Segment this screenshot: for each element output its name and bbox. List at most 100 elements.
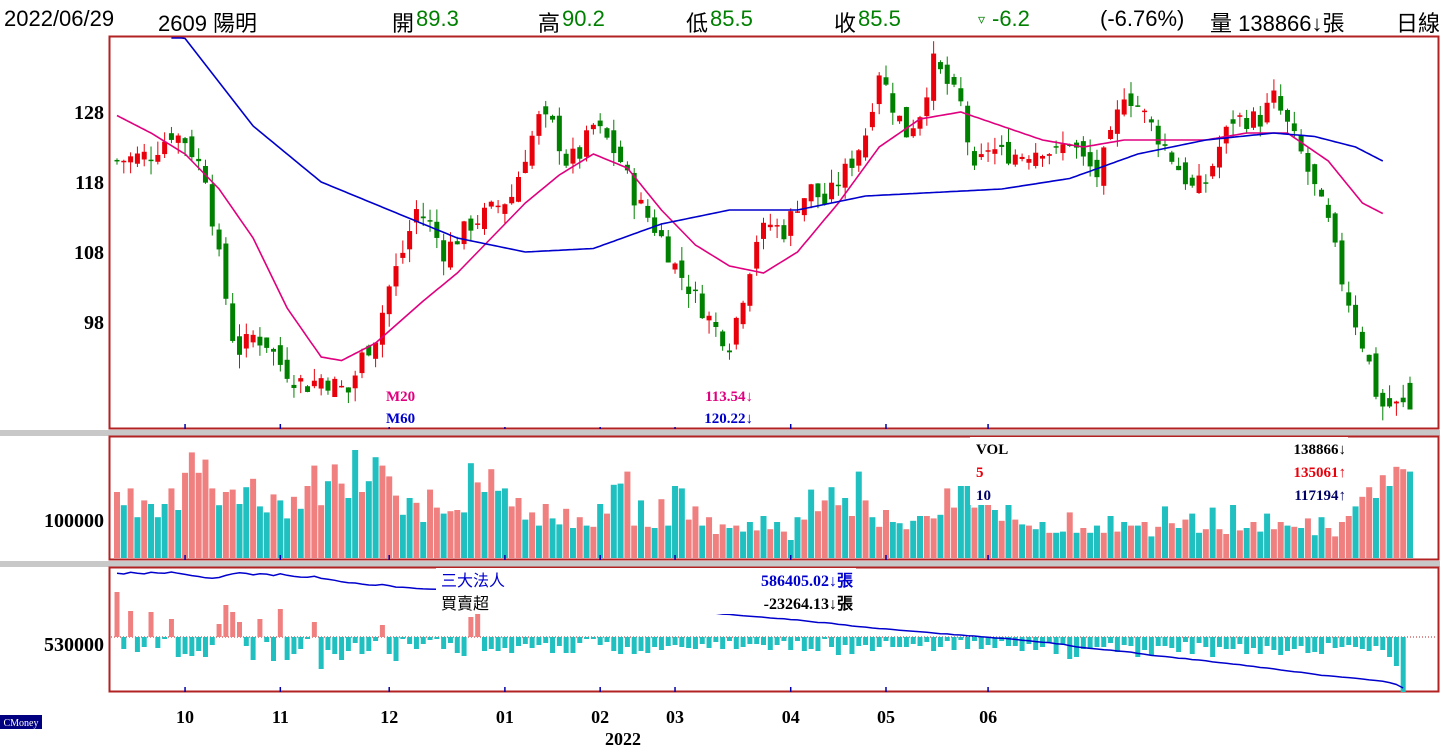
inst-bar	[720, 637, 726, 649]
candle-body	[1407, 382, 1413, 410]
candle-body	[1305, 153, 1311, 172]
change-value: -6.2	[992, 6, 1030, 31]
volume-bar	[978, 504, 985, 558]
inst-bar	[1067, 637, 1073, 659]
inst-bar	[971, 637, 977, 641]
volume-bar	[168, 488, 175, 558]
candle-body	[1380, 392, 1386, 407]
candle-body	[162, 141, 168, 155]
inst-bar	[339, 637, 345, 660]
ma10-label: 10	[976, 488, 991, 504]
inst-bar	[121, 637, 127, 649]
volume-bar	[971, 507, 978, 558]
inst-bar	[822, 637, 828, 639]
high-label: 高	[538, 11, 561, 36]
inst-bar	[1182, 637, 1188, 642]
volume-bar	[1311, 535, 1318, 558]
candle-body	[148, 159, 154, 162]
candle-body	[679, 260, 685, 278]
volume-bar	[488, 469, 495, 558]
candle-body	[1400, 397, 1406, 403]
inst-bar	[1373, 637, 1379, 646]
candle-body	[271, 348, 277, 352]
volume-bar	[1080, 528, 1087, 558]
inst-bar	[379, 625, 385, 637]
price-tick-128: 128	[74, 102, 104, 124]
candle-body	[910, 128, 916, 137]
inst-bar	[965, 637, 971, 649]
inst-panel-frame	[108, 566, 1440, 693]
volume-bar	[1182, 519, 1189, 558]
inst-bar	[543, 637, 549, 643]
candle-body	[284, 359, 290, 379]
candle-body	[1223, 126, 1229, 144]
volume-bar	[311, 465, 318, 558]
volume-bar	[1114, 531, 1121, 558]
volume-bar	[631, 525, 638, 558]
volume-bar	[161, 504, 168, 558]
volume-bar	[1345, 516, 1352, 558]
inst-bar	[1176, 637, 1182, 652]
candle-body	[618, 146, 624, 163]
candle-body	[869, 111, 875, 128]
candle-body	[420, 216, 426, 219]
candle-body	[1291, 123, 1297, 132]
volume-bar	[726, 528, 733, 558]
candle-body	[692, 289, 698, 292]
inst-bar	[604, 637, 610, 642]
inst-bar	[1387, 637, 1393, 657]
volume-bar	[188, 452, 195, 558]
candle-body	[1285, 109, 1291, 122]
inst-bar	[373, 637, 379, 641]
inst-bar	[645, 637, 651, 653]
candle-body	[305, 386, 311, 392]
candle-body	[141, 151, 147, 160]
candle-body	[1230, 119, 1236, 124]
inst-bar	[1285, 637, 1291, 651]
volume-bar	[706, 517, 713, 558]
x-tick-label-03: 03	[666, 707, 684, 727]
volume-bar	[774, 522, 781, 558]
inst-bar	[658, 637, 664, 650]
volume-bar	[1223, 534, 1230, 558]
volume-bar	[1332, 536, 1339, 558]
ma5-label: 5	[976, 465, 984, 481]
candle-body	[563, 153, 569, 166]
inst-bar	[141, 637, 147, 647]
volume-bar	[216, 505, 223, 558]
inst-bar	[468, 617, 474, 637]
inst-bar	[740, 637, 746, 647]
candle-body	[958, 88, 964, 102]
candle-body	[230, 303, 236, 341]
volume-bar	[957, 486, 964, 558]
candle-body	[536, 114, 542, 136]
cmoney-watermark: CMoney	[4, 718, 39, 729]
volume-bar	[1175, 528, 1182, 558]
candle-body	[706, 315, 712, 321]
volume-bar	[290, 496, 297, 558]
inst-bar	[611, 637, 617, 651]
candle-body	[495, 205, 501, 208]
inst-bar	[781, 637, 787, 641]
candle-body	[924, 97, 930, 117]
volume-bar	[1284, 525, 1291, 558]
x-tick-label-02: 02	[591, 707, 609, 727]
x-tick-label-04: 04	[782, 707, 800, 727]
candle-body	[829, 182, 835, 200]
inst-bar	[1060, 637, 1066, 644]
volume-bar	[114, 492, 120, 558]
inst-bar	[413, 637, 419, 649]
candle-body	[863, 135, 869, 158]
inst-bar	[427, 637, 433, 640]
inst-bar	[475, 607, 481, 637]
candle-body	[1237, 115, 1243, 117]
volume-bar	[1243, 528, 1250, 558]
volume-bar	[1093, 525, 1100, 558]
volume-bar	[651, 528, 658, 558]
volume-bar	[141, 500, 148, 558]
candle-body	[1046, 154, 1052, 156]
candle-body	[1257, 114, 1263, 127]
inst-bar	[917, 637, 923, 646]
inst-bar	[400, 637, 406, 639]
volume-bar	[876, 526, 883, 558]
